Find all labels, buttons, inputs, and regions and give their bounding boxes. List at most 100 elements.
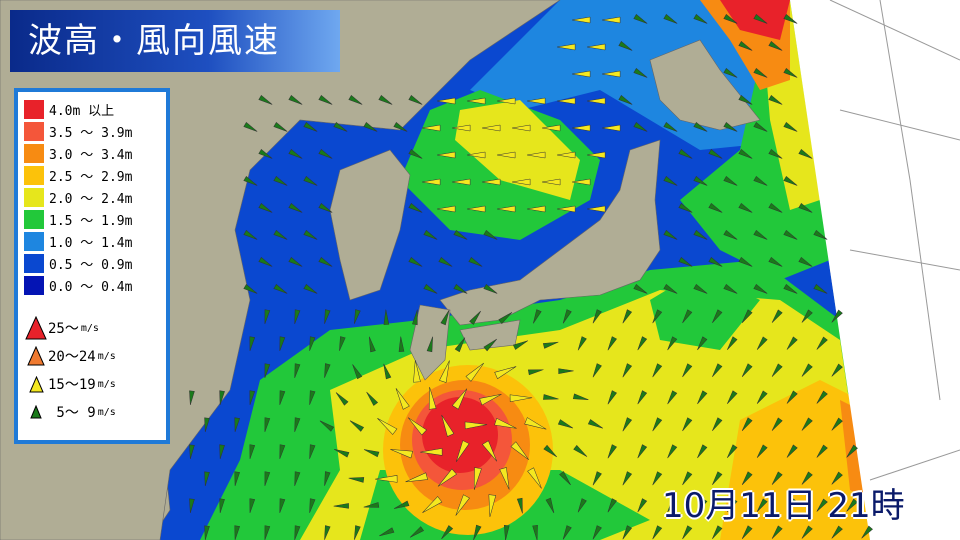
wind-arrow — [622, 309, 633, 324]
wind-arrow — [249, 498, 256, 513]
wind-arrow — [592, 525, 602, 540]
wind-arrow — [693, 121, 708, 132]
wind-arrow — [379, 527, 395, 537]
wind-arrow — [309, 498, 316, 513]
legend-label: 4.0m 以上 — [49, 103, 115, 119]
wind-arrow — [783, 175, 798, 186]
wind-arrow — [482, 440, 498, 462]
wind-arrow — [527, 205, 546, 213]
wind-arrow — [426, 336, 433, 353]
wind-arrow — [545, 497, 555, 514]
wind-arrow — [727, 444, 738, 459]
wind-arrow — [393, 121, 408, 132]
wind-arrow — [303, 229, 318, 240]
wind-arrow — [697, 444, 708, 459]
wind-arrow — [633, 67, 648, 78]
wind-arrow — [768, 202, 783, 213]
wind-arrow — [465, 362, 484, 382]
wind-arrow — [437, 205, 456, 213]
wind-arrow — [712, 525, 723, 540]
wind-arrow — [786, 498, 798, 512]
wind-arrow — [831, 417, 843, 431]
wind-arrow — [455, 494, 470, 516]
wind-arrow — [243, 121, 258, 132]
wind-arrows — [189, 13, 873, 540]
wind-arrow — [652, 309, 663, 324]
legend-label: 2.0 ～ 2.4m — [49, 191, 133, 207]
wind-arrow — [831, 525, 843, 539]
wind-arrow — [798, 202, 813, 213]
wind-arrow — [607, 444, 617, 459]
wind-arrow — [189, 498, 195, 514]
wind-arrow — [663, 283, 678, 294]
wind-arrow — [408, 94, 423, 105]
color-swatch — [24, 99, 44, 119]
wind-arrow — [572, 124, 591, 132]
wind-arrow — [483, 283, 498, 294]
wind-arrow — [288, 148, 303, 159]
wind-arrow — [264, 309, 271, 324]
wind-arrow — [741, 309, 753, 323]
wind-arrow — [637, 390, 648, 405]
wind-arrow — [712, 417, 723, 432]
wind-arrow — [798, 256, 813, 267]
wind-arrow — [377, 418, 398, 435]
wind-arrow — [572, 16, 591, 24]
wind-arrow — [452, 124, 471, 132]
wind-arrow — [771, 471, 783, 485]
wind-arrow — [577, 498, 587, 513]
wind-arrow — [454, 337, 466, 353]
legend-unit: m/s — [97, 378, 116, 390]
color-swatch — [24, 121, 44, 141]
forecast-timestamp: 10月11日 21時 — [662, 486, 905, 526]
wind-arrow — [324, 363, 331, 378]
wind-arrow — [363, 449, 380, 458]
kyushu-land — [409, 304, 451, 381]
wave-height-legend-item: 0.0 ～ 0.4m — [24, 274, 160, 296]
wind-arrow — [369, 336, 376, 353]
wind-arrow — [349, 420, 365, 432]
wind-arrow — [682, 471, 693, 486]
wind-arrow — [708, 256, 723, 267]
wind-arrow — [408, 256, 423, 267]
wind-arrow — [801, 417, 813, 431]
wind-arrow — [375, 475, 398, 483]
wind-arrow — [738, 148, 753, 159]
wind-arrow — [678, 148, 693, 159]
wind-arrow — [587, 97, 606, 105]
hokkaido-land — [649, 39, 761, 131]
wind-arrow — [753, 229, 768, 240]
wind-arrow — [453, 229, 468, 240]
wind-arrow — [273, 229, 288, 240]
wind-arrow — [723, 121, 738, 132]
wind-arrow — [334, 448, 350, 458]
wind-arrow — [786, 444, 798, 458]
wind-arrow — [622, 471, 633, 486]
wind-arrow — [816, 444, 828, 458]
wind-arrow — [393, 500, 410, 509]
wind-arrow — [273, 175, 288, 186]
wind-arrow — [572, 178, 591, 186]
wind-arrow — [279, 444, 286, 459]
wind-arrow — [557, 205, 576, 213]
wind-arrow — [693, 175, 708, 186]
wind-arrow — [453, 283, 468, 294]
wind-arrow — [303, 283, 318, 294]
wind-arrow — [408, 148, 423, 159]
wind-arrow — [527, 467, 542, 489]
wind-arrow — [801, 471, 813, 485]
wind-arrow — [756, 390, 768, 404]
wind-arrow — [309, 444, 316, 459]
wind-arrow — [723, 229, 738, 240]
wind-arrow — [333, 121, 348, 132]
wind-arrow — [682, 525, 693, 540]
wind-arrow — [667, 336, 678, 351]
wind-arrow — [273, 283, 288, 294]
wind-arrow — [753, 283, 768, 294]
wind-arrow — [697, 390, 708, 405]
wind-arrow — [219, 498, 225, 514]
wind-arrow — [258, 256, 273, 267]
wind-arrow — [469, 310, 481, 325]
wind-arrow — [408, 202, 423, 213]
wind-arrow — [482, 124, 501, 132]
